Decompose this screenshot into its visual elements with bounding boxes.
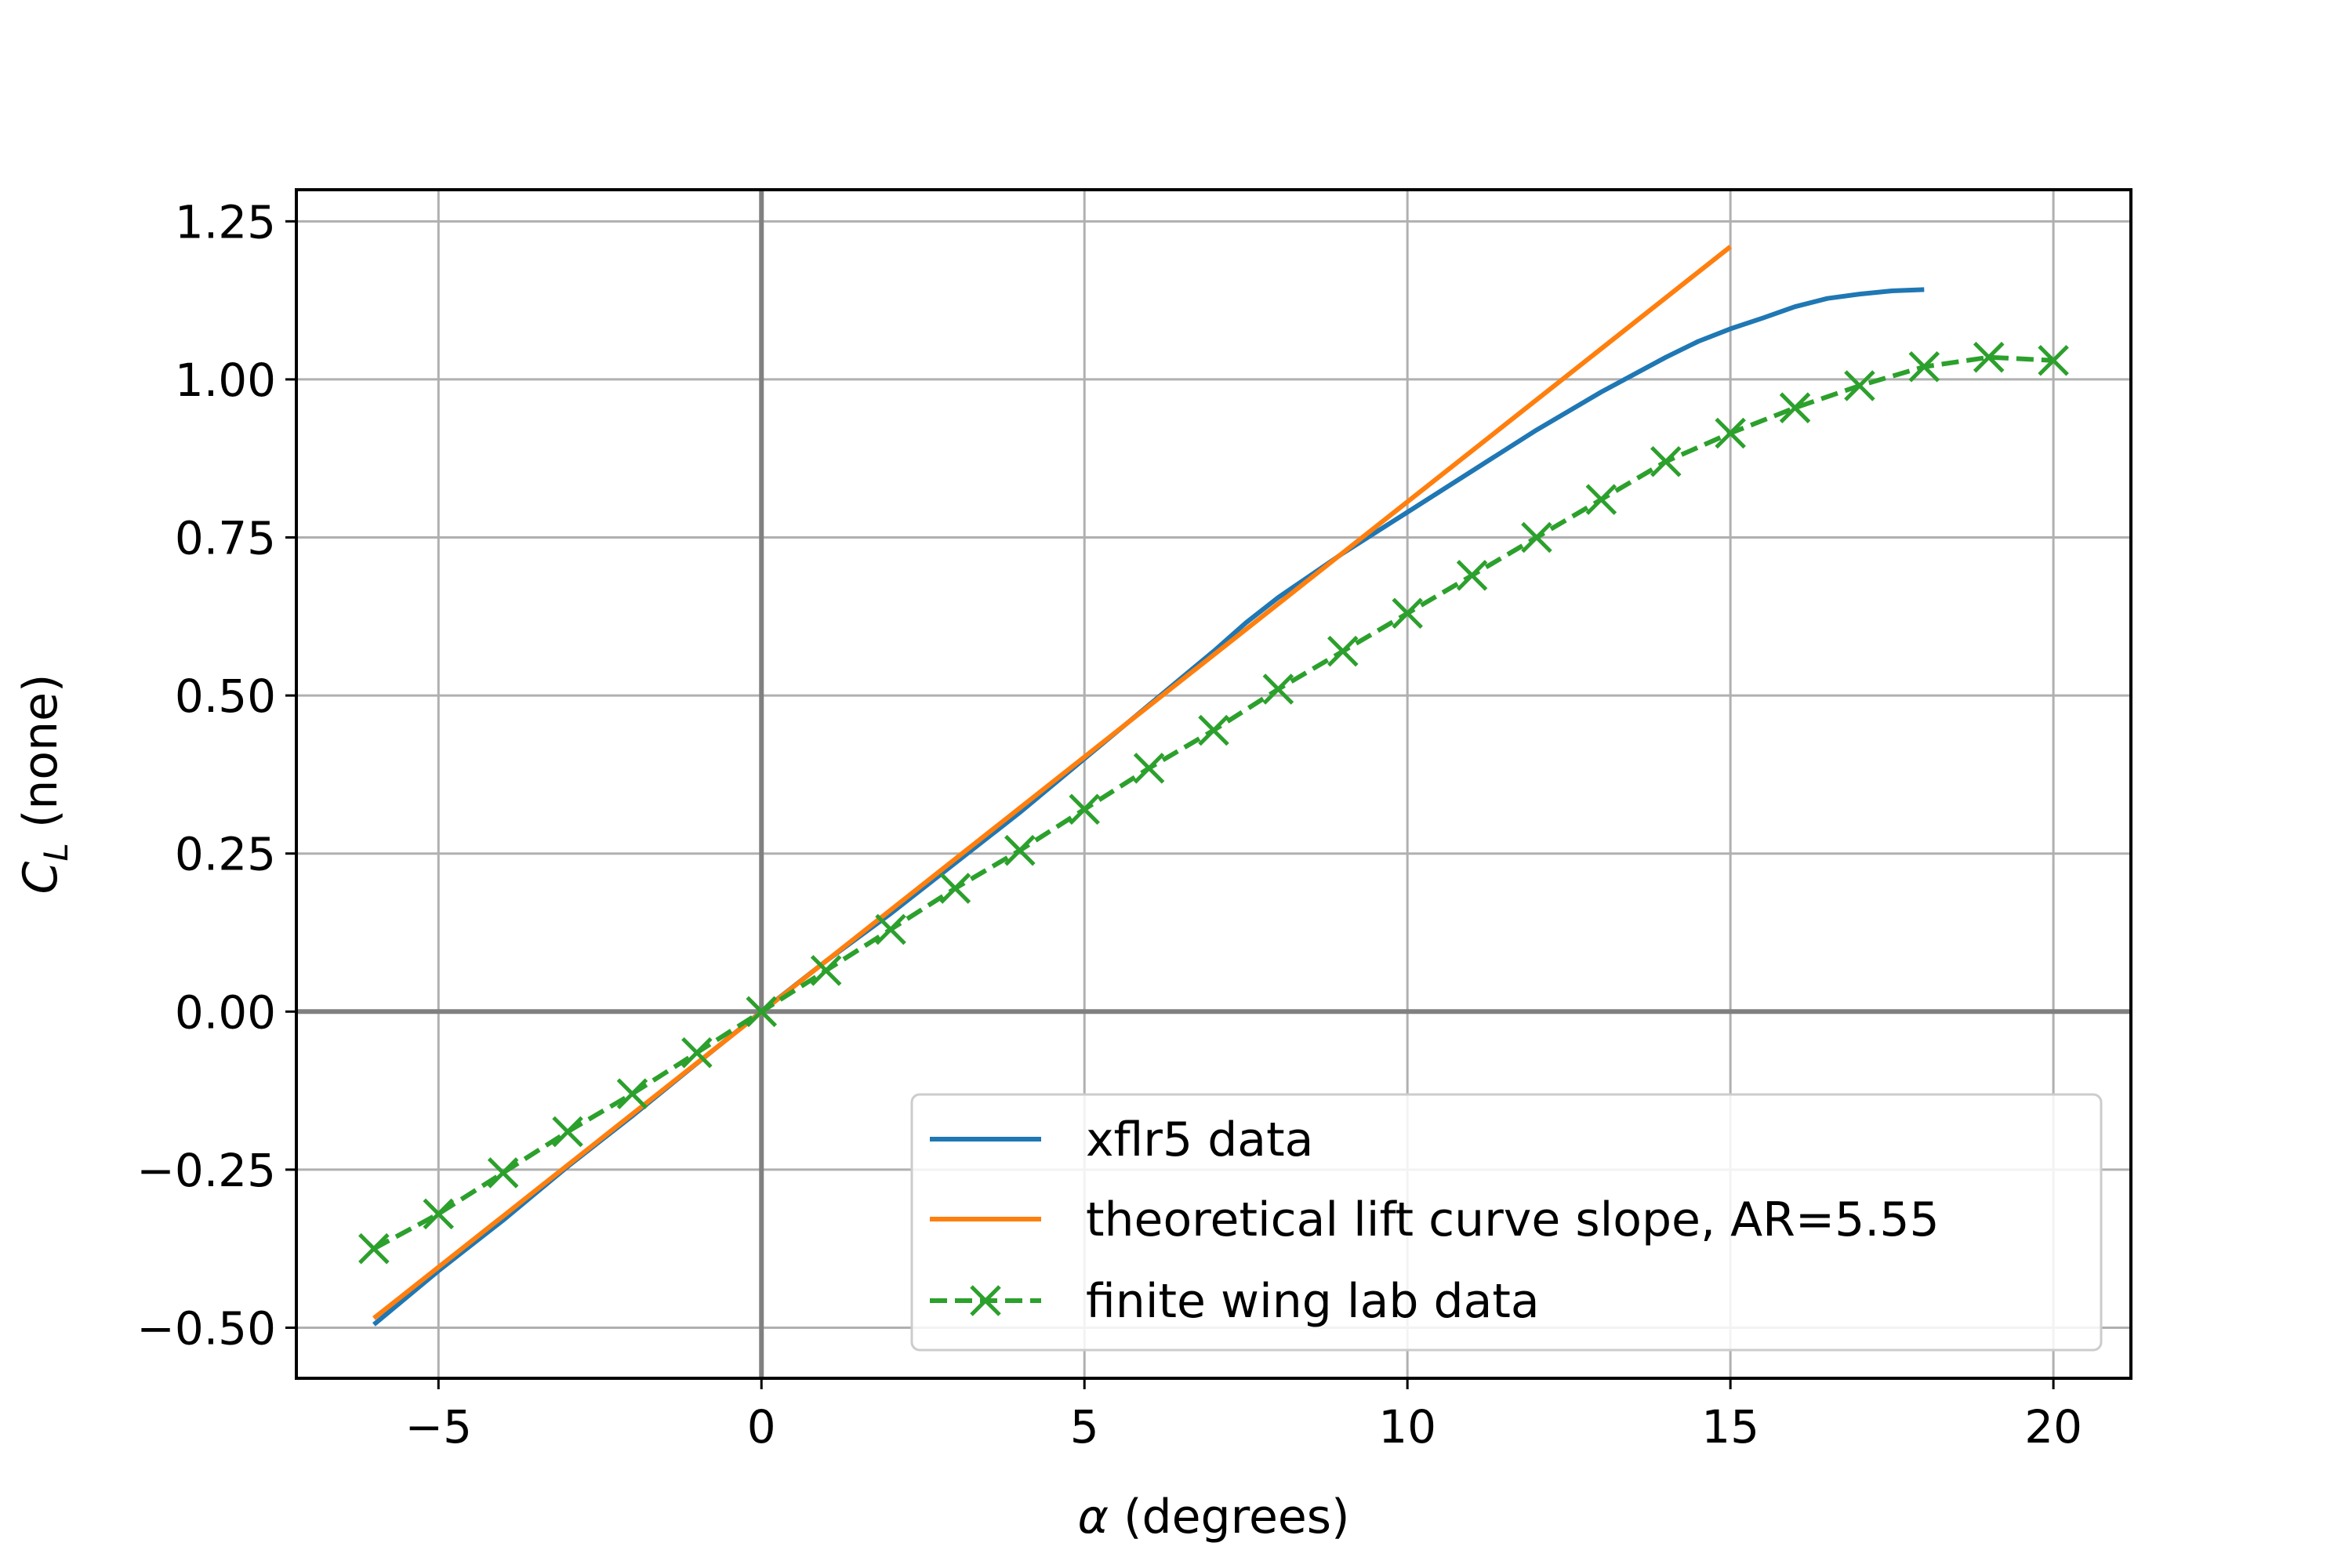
data-point-marker xyxy=(487,1157,519,1189)
tick-marks xyxy=(285,220,2055,1389)
y-tick-label: −0.50 xyxy=(136,1301,276,1355)
data-point-marker xyxy=(746,996,778,1028)
legend-label-xflr5: xflr5 data xyxy=(1086,1112,1313,1167)
data-point-marker xyxy=(1133,753,1165,784)
data-point-marker xyxy=(358,1232,390,1265)
y-tick-label: −0.25 xyxy=(136,1144,276,1197)
y-axis-label: CL (none) xyxy=(13,674,75,895)
data-point-marker xyxy=(1585,484,1617,515)
series-layer xyxy=(358,245,2069,1327)
x-tick-label: −5 xyxy=(405,1400,473,1454)
y-tick-label: 0.00 xyxy=(175,985,276,1039)
legend-entry-lab: finite wing lab data xyxy=(930,1274,1540,1329)
data-point-marker xyxy=(1004,834,1036,866)
legend-entry-xflr5: xflr5 data xyxy=(930,1112,1313,1167)
data-point-marker xyxy=(939,873,971,904)
x-tick-label: 10 xyxy=(1378,1400,1436,1454)
legend-box xyxy=(910,1093,2103,1352)
y-tick-label: 1.25 xyxy=(175,195,276,249)
data-point-marker xyxy=(1844,370,1875,401)
data-point-marker xyxy=(423,1198,455,1230)
y-tick-label: 1.00 xyxy=(175,354,276,407)
y-tick-label: 0.25 xyxy=(175,828,276,881)
legend-label-lab: finite wing lab data xyxy=(1086,1274,1540,1329)
y-tick-label: 0.75 xyxy=(175,512,276,565)
data-point-marker xyxy=(1908,351,1940,383)
data-point-marker xyxy=(1069,793,1100,826)
legend-marker-lab xyxy=(970,1285,1001,1316)
x-axis-label: α (degrees) xyxy=(1078,1490,1350,1544)
plot-frame xyxy=(295,188,2132,1380)
x-tick-label: 15 xyxy=(1701,1400,1759,1454)
data-point-marker xyxy=(875,913,906,946)
x-tick-label: 20 xyxy=(2024,1400,2082,1454)
data-point-marker xyxy=(1973,341,2005,373)
data-point-marker xyxy=(1715,417,1746,449)
zero-lines xyxy=(296,190,2131,1378)
data-point-marker xyxy=(1198,714,1229,746)
data-point-marker xyxy=(1392,597,1423,630)
data-point-marker xyxy=(1456,560,1488,591)
data-point-marker xyxy=(681,1036,713,1069)
data-point-marker xyxy=(2038,344,2069,376)
data-point-marker xyxy=(1262,673,1294,705)
x-tick-label: 0 xyxy=(747,1400,776,1454)
legend-label-theoretical: theoretical lift curve slope, AR=5.55 xyxy=(1086,1192,1940,1247)
legend: xflr5 data theoretical lift curve slope,… xyxy=(910,1093,2103,1352)
data-point-marker xyxy=(552,1116,583,1148)
y-tick-label: 0.50 xyxy=(175,670,276,723)
series-line-1 xyxy=(372,245,1733,1320)
x-tick-label: 5 xyxy=(1070,1400,1099,1454)
data-point-marker xyxy=(810,955,842,986)
data-point-marker xyxy=(616,1078,648,1109)
data-point-marker xyxy=(1521,521,1552,554)
data-point-marker xyxy=(1327,635,1359,667)
tick-labels: −5 0 5 10 15 20 −0.50 −0.25 0.00 0.25 0.50 0.75 1.00… xyxy=(136,195,2082,1454)
data-point-marker xyxy=(1779,392,1811,423)
data-point-marker xyxy=(1650,445,1682,477)
legend-entry-theoretical: theoretical lift curve slope, AR=5.55 xyxy=(930,1192,1940,1247)
